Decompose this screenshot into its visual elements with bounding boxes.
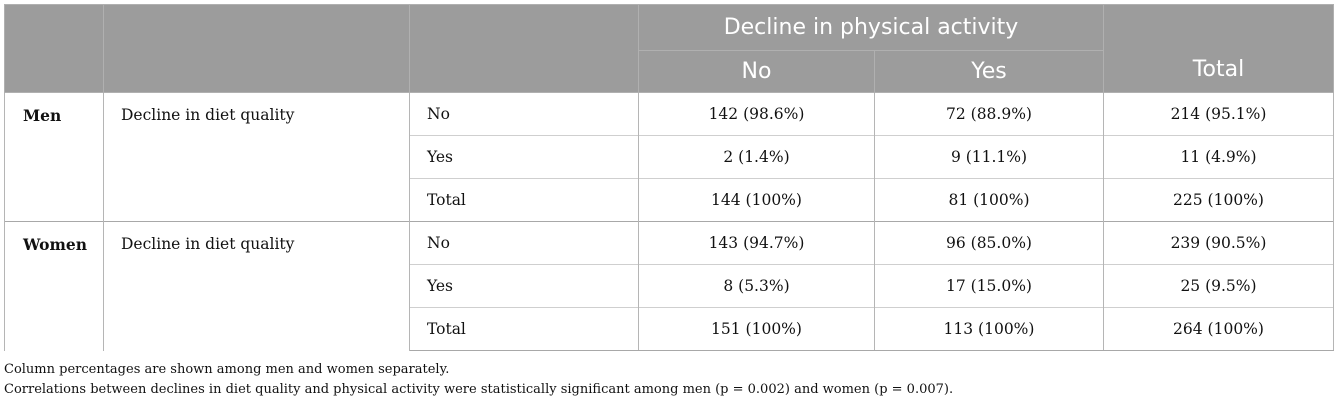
table-row: Women Decline in diet quality No 143 (94… <box>4 221 1334 351</box>
row-label: Yes <box>409 135 639 179</box>
cell-value: 9 (11.1%) <box>874 135 1104 179</box>
cell-value: 81 (100%) <box>874 178 1104 222</box>
table-row: Yes 2 (1.4%) 9 (11.1%) 11 (4.9%) <box>5 135 1334 179</box>
row-label: Total <box>409 307 639 351</box>
group-label-men: Men <box>4 92 104 222</box>
row-label: No <box>409 221 639 265</box>
row-label: Total <box>409 178 639 222</box>
cell-value: 264 (100%) <box>1103 307 1334 351</box>
cell-value: 11 (4.9%) <box>1103 135 1334 179</box>
cell-value: 113 (100%) <box>874 307 1104 351</box>
row-label: Yes <box>409 264 639 308</box>
header-no: No <box>638 50 875 93</box>
header-empty-3 <box>409 4 639 93</box>
variable-label: Decline in diet quality <box>103 92 410 222</box>
table-header: Decline in physical activity Total No Ye… <box>4 4 1334 93</box>
variable-label: Decline in diet quality <box>103 221 410 351</box>
cell-value: 96 (85.0%) <box>874 221 1104 265</box>
cell-value: 142 (98.6%) <box>638 92 875 136</box>
header-decline-physical-activity: Decline in physical activity <box>638 4 1104 51</box>
cell-value: 2 (1.4%) <box>638 135 875 179</box>
table-row: Men Decline in diet quality No 142 (98.6… <box>4 92 1334 222</box>
header-yes: Yes <box>874 50 1104 93</box>
cell-value: 25 (9.5%) <box>1103 264 1334 308</box>
cell-value: 144 (100%) <box>638 178 875 222</box>
cell-value: 72 (88.9%) <box>874 92 1104 136</box>
table-row: Total 151 (100%) 113 (100%) 264 (100%) <box>5 307 1334 351</box>
table-container: Decline in physical activity Total No Ye… <box>4 4 1334 400</box>
table-notes: Column percentages are shown among men a… <box>4 360 1333 400</box>
cell-value: 143 (94.7%) <box>638 221 875 265</box>
cell-value: 17 (15.0%) <box>874 264 1104 308</box>
header-empty-1 <box>4 4 104 93</box>
header-total: Total <box>1103 4 1334 93</box>
table-note: Correlations between declines in diet qu… <box>4 382 954 397</box>
results-table: Decline in physical activity Total No Ye… <box>4 4 1334 351</box>
cell-value: 214 (95.1%) <box>1103 92 1334 136</box>
table-note: Column percentages are shown among men a… <box>4 362 450 377</box>
cell-value: 239 (90.5%) <box>1103 221 1334 265</box>
table-row: Yes 8 (5.3%) 17 (15.0%) 25 (9.5%) <box>5 264 1334 308</box>
table-row: Total 144 (100%) 81 (100%) 225 (100%) <box>5 178 1334 222</box>
row-label: No <box>409 92 639 136</box>
cell-value: 151 (100%) <box>638 307 875 351</box>
table-body: Men Decline in diet quality No 142 (98.6… <box>4 92 1334 351</box>
header-empty-2 <box>103 4 410 93</box>
group-label-women: Women <box>4 221 104 351</box>
cell-value: 8 (5.3%) <box>638 264 875 308</box>
cell-value: 225 (100%) <box>1103 178 1334 222</box>
